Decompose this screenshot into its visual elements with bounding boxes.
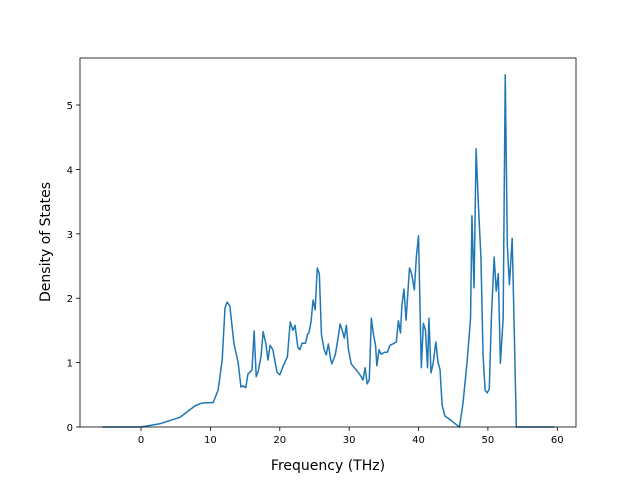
x-tick-label: 20 [273,435,286,446]
y-tick-label: 5 [67,101,73,112]
x-tick-label: 30 [343,435,356,446]
y-axis-label: Density of States [38,182,54,302]
y-tick-label: 1 [67,359,73,370]
y-tick-label: 3 [67,230,73,241]
x-tick-label: 60 [551,435,564,446]
plot-frame [79,57,577,428]
x-tick-label: 40 [412,435,425,446]
y-tick-label: 4 [67,165,73,176]
x-tick-label: 10 [204,435,217,446]
y-tick-label: 2 [67,294,73,305]
y-tick-label: 0 [67,423,73,434]
line [102,73,555,428]
x-tick-label: 0 [138,435,144,446]
x-axis-label: Frequency (THz) [271,458,385,474]
x-tick-label: 50 [482,435,495,446]
